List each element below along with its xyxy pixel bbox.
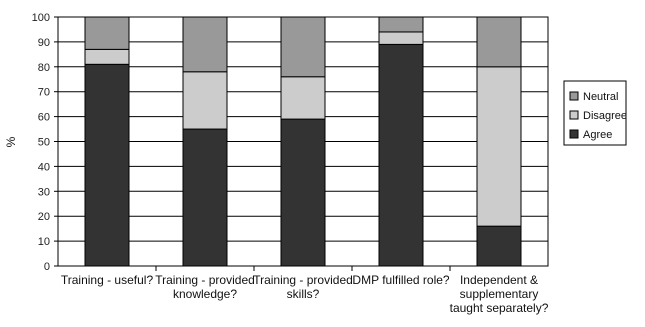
bar-segment-disagree — [378, 31, 424, 45]
legend-label-disagree: Disagree — [583, 110, 627, 122]
bar-segment-neutral — [476, 16, 522, 68]
y-tick-label: 90 — [38, 37, 50, 49]
bar-segment-agree — [84, 63, 130, 267]
x-tick-label: Training - provided skills? — [253, 273, 353, 301]
y-tick-label: 70 — [38, 87, 50, 99]
bars — [84, 16, 522, 267]
x-tick-label: Training - provided knowledge? — [155, 273, 255, 301]
bar-segment-disagree — [182, 71, 228, 130]
y-tick-label: 50 — [38, 137, 50, 149]
y-tick-label: 40 — [38, 161, 50, 173]
legend-label-neutral: Neutral — [583, 91, 618, 103]
legend-label-agree: Agree — [583, 129, 612, 141]
y-tick-label: 20 — [38, 211, 50, 223]
bar-segment-disagree — [280, 76, 326, 120]
x-axis-labels: Training - useful? Training - provided kno… — [61, 273, 549, 315]
bar-segment-neutral — [378, 16, 424, 33]
bar-segment-disagree — [476, 66, 522, 227]
legend-swatch-neutral — [569, 91, 579, 101]
x-tick-label: DMP fulfilled role? — [352, 273, 449, 287]
bar-segment-neutral — [182, 16, 228, 73]
bar-segment-agree — [280, 118, 326, 267]
bar-segment-neutral — [280, 16, 326, 78]
bar-segment-agree — [182, 128, 228, 267]
legend-swatch-disagree — [569, 110, 579, 120]
x-tick-label: Training - useful? — [61, 273, 154, 287]
y-tick-label: 60 — [38, 112, 50, 124]
x-tick-label: Independent & supplementary taught separat… — [450, 273, 549, 315]
bar-segment-agree — [378, 43, 424, 267]
y-axis-ticks: 0 10 20 30 40 50 60 70 80 90 100 — [32, 12, 58, 273]
bar-segment-disagree — [84, 48, 130, 65]
y-tick-label: 0 — [44, 261, 50, 273]
bar-segment-agree — [476, 225, 522, 267]
y-tick-label: 100 — [32, 12, 50, 24]
y-axis-label: % — [4, 136, 18, 147]
bar-segment-neutral — [84, 16, 130, 50]
y-tick-label: 10 — [38, 236, 50, 248]
legend: Neutral Disagree Agree — [563, 80, 627, 146]
y-tick-label: 30 — [38, 186, 50, 198]
y-tick-label: 80 — [38, 62, 50, 74]
legend-swatch-agree — [569, 129, 579, 139]
